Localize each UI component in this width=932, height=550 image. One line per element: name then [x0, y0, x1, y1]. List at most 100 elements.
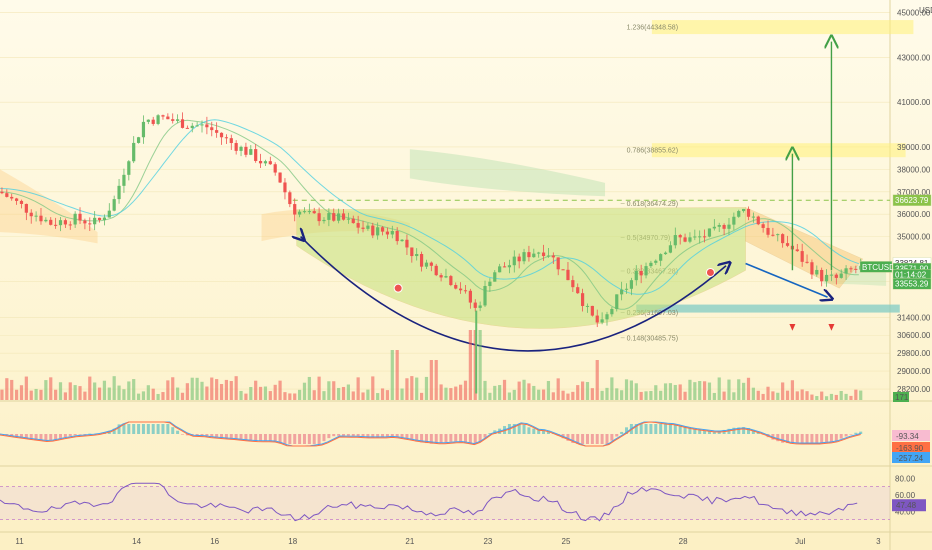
handle-fill — [745, 207, 864, 289]
price-tick-2: 41000.00 — [897, 98, 931, 107]
down-marker-1 — [789, 324, 796, 331]
volume-bar-6 — [29, 390, 33, 400]
macd-hist-31 — [151, 424, 155, 434]
volume-bar-133 — [649, 391, 653, 400]
candle-body-111 — [541, 252, 546, 257]
macd-hist-149 — [727, 428, 731, 434]
volume-bar-56 — [273, 384, 277, 400]
volume-bar-93 — [454, 386, 458, 400]
candle-body-119 — [580, 293, 585, 306]
volume-bar-3 — [14, 389, 19, 400]
volume-bar-66 — [322, 391, 326, 400]
volume-bar-38 — [185, 383, 189, 400]
volume-bar-85 — [415, 377, 419, 400]
price-tick-7: 35000.00 — [897, 233, 931, 242]
candle-body-64 — [312, 211, 316, 214]
volume-bar-156 — [761, 393, 765, 400]
rsi-value-bg — [892, 499, 926, 512]
candlesticks[interactable] — [0, 112, 863, 394]
candle-body-48 — [234, 143, 238, 151]
volume-bar-82 — [400, 388, 404, 400]
volume-bar-31 — [151, 388, 155, 400]
candle-body-12 — [58, 220, 63, 226]
candle-body-109 — [532, 253, 536, 258]
volume-bar-11 — [54, 389, 58, 400]
volume-bar-103 — [502, 379, 507, 400]
candle-body-28 — [136, 137, 141, 143]
candle-body-88 — [429, 262, 433, 266]
candle-body-139 — [678, 235, 682, 238]
date-tick-8: Jul — [795, 537, 805, 546]
volume-bar-90 — [439, 384, 443, 400]
candle-body-83 — [405, 239, 409, 248]
macd-hist-97 — [473, 434, 477, 444]
candle-body-168 — [820, 269, 824, 282]
macd-hist-99 — [483, 434, 487, 438]
price-axis[interactable]: USD45000.00 43000.00 41000.00 39000.00 38000… — [859, 6, 932, 402]
volume-bar-59 — [288, 393, 292, 400]
macd-hist-147 — [717, 431, 721, 434]
volume-bar-116 — [566, 393, 570, 400]
volume-bar-7 — [34, 388, 38, 400]
volume-bar-15 — [73, 385, 77, 400]
macd-hist-173 — [844, 434, 848, 437]
macd-hist-176 — [859, 431, 863, 434]
candle-body-41 — [200, 124, 204, 126]
macd-hist-123 — [600, 434, 604, 444]
macd-hist-14 — [68, 434, 72, 437]
macd-hist-151 — [737, 427, 741, 434]
volume-bar-62 — [302, 382, 307, 400]
date-axis[interactable]: 1114161821232528Jul357912 — [15, 537, 932, 546]
macd-hist-66 — [322, 434, 326, 442]
macd-tag-2: -257.24 — [892, 452, 930, 463]
macd-hist-137 — [668, 424, 672, 434]
price-tag-bg-0 — [892, 194, 932, 206]
date-tick-3: 18 — [288, 537, 297, 546]
candle-body-77 — [376, 227, 380, 236]
volume-bar-99 — [483, 380, 487, 400]
candle-body-8 — [39, 215, 43, 222]
macd-hist-52 — [254, 434, 258, 441]
candle-body-44 — [215, 130, 219, 133]
volume-bar-29 — [141, 391, 146, 400]
candle-body-153 — [746, 208, 751, 217]
volume-bar-39 — [190, 377, 194, 400]
macd-hist-15 — [73, 434, 77, 436]
date-tick-4: 21 — [405, 537, 414, 546]
fib-label-1: 0.786(38855.62) — [627, 148, 678, 155]
macd-hist-117 — [571, 434, 575, 443]
target-zone-1236 — [651, 20, 914, 35]
volume-bar-17 — [83, 391, 87, 400]
macd-hist-50 — [244, 434, 248, 441]
macd-hist-70 — [342, 434, 346, 436]
macd-hist-92 — [449, 434, 453, 442]
price-tag-text-0: 36623.79 — [895, 196, 929, 205]
volume-bar-125 — [610, 377, 614, 400]
volume-bar-135 — [659, 390, 663, 400]
macd-hist-167 — [815, 434, 819, 444]
candle-body-169 — [824, 274, 829, 282]
volume-bar-24 — [117, 385, 121, 400]
candle-body-2 — [10, 196, 14, 199]
macd-hist-55 — [268, 434, 272, 442]
volume-bar-172 — [839, 390, 843, 400]
macd-hist-160 — [781, 434, 785, 443]
macd-pane[interactable]: -93.34 -163.90-257.24 — [0, 421, 930, 463]
candle-body-174 — [849, 268, 853, 270]
candle-body-73 — [356, 223, 360, 228]
volume-bar-86 — [419, 392, 424, 400]
candle-body-136 — [663, 252, 668, 255]
candle-body-15 — [73, 213, 77, 225]
macd-hist-106 — [517, 424, 521, 434]
volume-bar-168 — [820, 391, 824, 400]
volume-bar-78 — [380, 388, 385, 400]
macd-hist-100 — [488, 433, 492, 434]
macd-hist-45 — [220, 434, 224, 438]
macd-hist-29 — [141, 424, 145, 434]
candle-body-19 — [93, 217, 97, 225]
volume-bar-114 — [556, 378, 560, 400]
moving-averages — [0, 119, 859, 310]
macd-hist-34 — [166, 424, 170, 434]
